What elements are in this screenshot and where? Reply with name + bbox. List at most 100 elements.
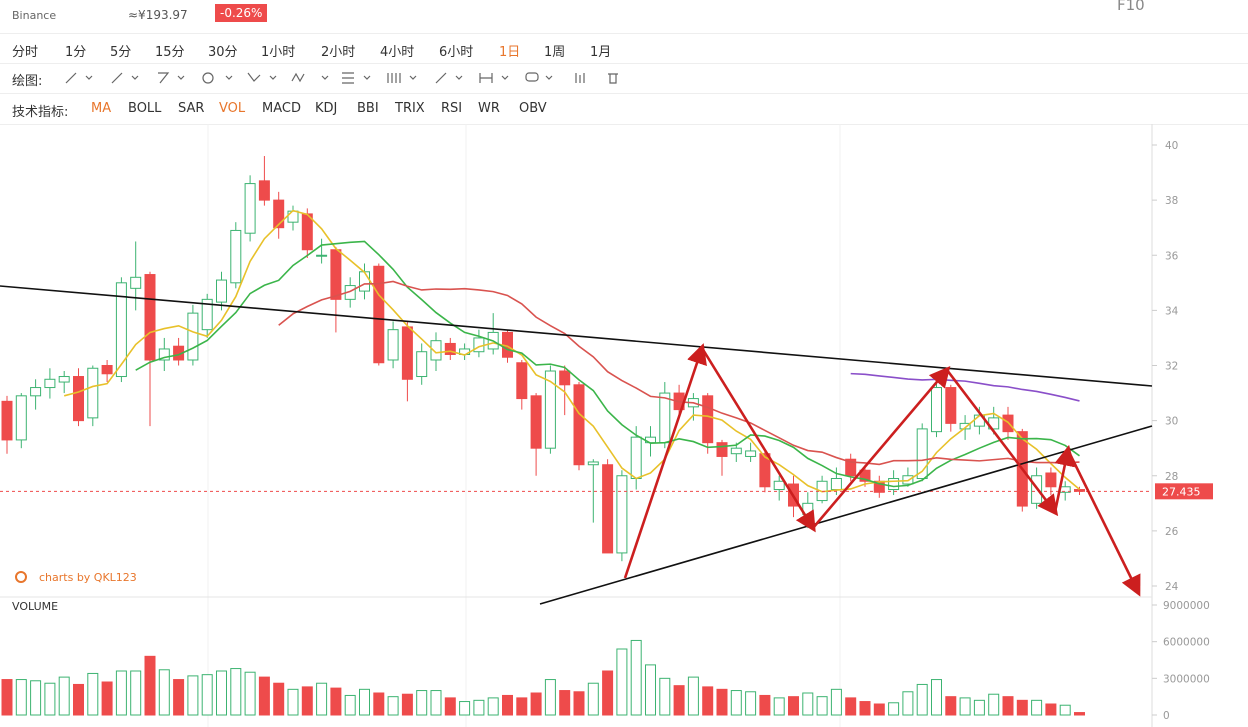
ticker-bar: Binance ≈¥193.97 -0.26% F10 <box>0 0 1248 34</box>
timeframe[interactable]: 1分 <box>65 45 87 60</box>
timeframe[interactable]: 1月 <box>590 45 612 60</box>
candle-body <box>187 312 199 361</box>
v-tick-label: 3000000 <box>1163 673 1210 685</box>
volume-bar <box>788 696 799 716</box>
last-price-box <box>1155 483 1213 500</box>
volume-bar <box>87 672 99 716</box>
candle-body <box>587 461 599 466</box>
f10[interactable]: F10 <box>1117 0 1145 14</box>
candle-body <box>58 376 70 383</box>
candle-body <box>15 395 27 441</box>
indicator[interactable]: MACD <box>262 101 301 116</box>
volume-bar <box>430 690 442 716</box>
volume-bar <box>216 670 227 716</box>
timeframe[interactable]: 1周 <box>544 45 566 60</box>
indicator[interactable]: MA <box>91 101 112 116</box>
volume-bar <box>1059 704 1071 716</box>
volume-bar <box>702 686 714 716</box>
timeframe[interactable]: 15分 <box>155 45 185 60</box>
y-tick-label: 24 <box>1165 581 1179 593</box>
volume-bar <box>1074 712 1085 716</box>
volume-bar <box>301 686 313 716</box>
timeframe[interactable]: 5分 <box>110 45 132 60</box>
volume-bar <box>344 694 356 716</box>
indicator-label: 技术指标: <box>12 105 69 120</box>
timeframe[interactable]: 30分 <box>208 45 238 60</box>
candle-body <box>573 384 585 466</box>
volume-bar <box>1031 699 1043 716</box>
candle-body <box>945 387 957 424</box>
volume-bar <box>373 692 385 716</box>
volume-bar <box>444 697 456 716</box>
candle-body <box>716 442 728 457</box>
candle-body <box>544 370 556 449</box>
volume-bar <box>58 676 70 716</box>
timeframe[interactable]: 4小时 <box>380 45 415 60</box>
volume-bar <box>873 703 885 716</box>
volume-bar <box>1045 703 1057 716</box>
volume-bar <box>330 687 342 716</box>
candle-body <box>401 326 413 380</box>
indicator[interactable]: VOL <box>219 101 246 116</box>
timeframe[interactable]: 6小时 <box>439 45 474 60</box>
candle-body <box>44 378 56 389</box>
indicator[interactable]: BOLL <box>128 101 162 116</box>
candle-body <box>702 395 714 444</box>
volume-bar <box>115 670 127 716</box>
volume-bar <box>902 691 914 716</box>
candle-body <box>444 342 456 355</box>
volume-bar <box>830 688 842 716</box>
candle-body <box>359 271 370 292</box>
volume-bar <box>773 697 785 716</box>
candle-body <box>73 376 84 422</box>
volume-bar <box>745 691 757 716</box>
indicator[interactable]: BBI <box>357 101 379 116</box>
candle-body <box>287 210 299 223</box>
volume-bar <box>959 697 971 716</box>
volume-bar <box>559 690 571 716</box>
indicator[interactable]: SAR <box>178 101 205 116</box>
volume-bar <box>573 691 585 716</box>
volume-bar <box>587 682 599 716</box>
indicator[interactable]: OBV <box>519 101 547 116</box>
volume-bar <box>659 677 671 716</box>
indicator[interactable]: TRIX <box>395 101 425 116</box>
candle-body <box>416 351 428 378</box>
candle-body <box>559 370 571 386</box>
indicator[interactable]: KDJ <box>315 101 338 116</box>
timeframe[interactable]: 分时 <box>12 45 39 60</box>
indicator[interactable]: WR <box>478 101 500 116</box>
exchange: Binance <box>12 9 57 22</box>
candle-body <box>730 447 742 455</box>
candle-body <box>115 282 127 378</box>
timeframe[interactable]: 1小时 <box>261 45 296 60</box>
volume-bar <box>602 670 614 716</box>
drawing-tools[interactable] <box>60 63 700 93</box>
volume-bar <box>687 676 699 716</box>
candle-body <box>144 274 156 361</box>
timeframe[interactable]: 1日 <box>499 45 521 60</box>
trend-lines <box>0 285 1153 605</box>
timeframe[interactable]: 2小时 <box>321 45 356 60</box>
volume-bar <box>988 693 1000 716</box>
candle-body <box>201 298 213 331</box>
indicator[interactable]: RSI <box>441 101 463 116</box>
volume-bar <box>931 679 942 716</box>
candle-body <box>759 453 771 488</box>
volume-bar <box>716 688 728 716</box>
candle-body <box>387 329 399 361</box>
candle-body <box>773 480 785 491</box>
volume-label: VOLUME <box>12 600 58 613</box>
y-tick-label: 38 <box>1165 195 1178 207</box>
volume-bar <box>258 676 270 716</box>
volume-bar <box>130 670 142 716</box>
candle-body <box>916 428 928 480</box>
volume-bar <box>273 682 285 716</box>
volume-bar <box>859 701 871 716</box>
v-tick-label: 0 <box>1163 710 1170 722</box>
volume-bar <box>630 639 642 716</box>
candle-body <box>630 436 642 480</box>
candle-body <box>745 450 757 457</box>
candle-body <box>659 392 671 444</box>
moving-average <box>278 280 1080 466</box>
